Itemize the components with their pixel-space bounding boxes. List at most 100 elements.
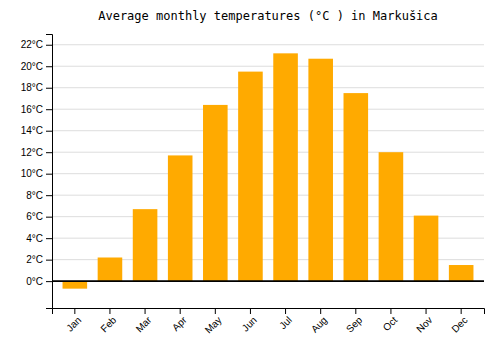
x-tick: Oct xyxy=(381,308,400,333)
y-tick-mark xyxy=(46,217,52,218)
y-tick-label: 14°C xyxy=(21,125,43,136)
title: Average monthly temperatures (°C ) in Ma… xyxy=(98,9,438,23)
y-tick-label: 8°C xyxy=(26,190,43,201)
grid-line xyxy=(52,87,484,88)
x-tick: Jul xyxy=(277,308,294,331)
grid-line xyxy=(52,44,484,45)
x-tick: Feb xyxy=(98,308,118,334)
bar xyxy=(98,257,123,281)
x-tick-label: Jul xyxy=(277,314,294,331)
y-tick-label: 4°C xyxy=(26,233,43,244)
y-tick: 12°C xyxy=(21,147,52,158)
y-tick: 22°C xyxy=(21,39,52,50)
bar xyxy=(379,152,404,281)
x-tick: Apr xyxy=(170,308,189,333)
grid-line xyxy=(52,109,484,110)
x-tick: Jun xyxy=(240,308,259,334)
y-axis-line xyxy=(46,35,53,309)
grid-line xyxy=(52,66,484,67)
grid-line xyxy=(52,173,484,174)
y-tick-mark xyxy=(46,88,52,89)
x-tick-label: Jan xyxy=(64,314,83,333)
y-tick: 10°C xyxy=(21,168,52,179)
y-tick-mark xyxy=(46,195,52,196)
x-tick-label: Aug xyxy=(309,314,329,334)
bar xyxy=(133,209,158,281)
x-tick-mark xyxy=(145,308,146,314)
y-tick-mark xyxy=(46,281,52,282)
bar xyxy=(308,59,333,281)
bar xyxy=(238,72,263,282)
y-tick: 2°C xyxy=(26,254,52,265)
y-tick-label: 20°C xyxy=(21,61,43,72)
grid xyxy=(52,45,484,281)
zero-line xyxy=(52,280,484,282)
x-tick-mark xyxy=(74,308,75,314)
x-tick-label: May xyxy=(203,314,224,335)
x-tick: Aug xyxy=(309,308,329,335)
y-tick-label: 16°C xyxy=(21,104,43,115)
y-tick-mark xyxy=(46,131,52,132)
y-tick-mark xyxy=(46,260,52,261)
x-tick-mark xyxy=(250,308,251,314)
y-tick: 0°C xyxy=(26,276,52,287)
grid-line xyxy=(52,130,484,131)
y-tick-label: 6°C xyxy=(26,211,43,222)
x-tick: Dec xyxy=(449,308,469,335)
y-tick-mark xyxy=(46,109,52,110)
x-tick-label: Feb xyxy=(98,314,118,334)
y-tick: 8°C xyxy=(26,190,52,201)
bar xyxy=(273,53,298,281)
x-tick-label: Mar xyxy=(134,314,154,334)
bar xyxy=(449,265,474,281)
y-tick-mark xyxy=(46,174,52,175)
x-tick-label: Nov xyxy=(414,314,434,334)
y-tick-label: 18°C xyxy=(21,82,43,93)
x-tick-mark xyxy=(215,308,216,314)
plot: 0°C 2°C 4°C 6°C 8°C 10°C 12°C 14°C 16°C 18°C 20°C 2… xyxy=(21,35,485,336)
y-tick-label: 0°C xyxy=(26,276,43,287)
x-tick: May xyxy=(203,308,224,336)
grid-line xyxy=(52,152,484,153)
y-tick: 18°C xyxy=(21,82,52,93)
x-tick-mark xyxy=(109,308,110,314)
bar xyxy=(414,216,439,282)
y-tick: 4°C xyxy=(26,233,52,244)
bar xyxy=(63,281,88,289)
x-tick-mark xyxy=(355,308,356,314)
bars xyxy=(63,53,474,288)
grid-line xyxy=(52,195,484,196)
y-tick: 14°C xyxy=(21,125,52,136)
x-tick-label: Sep xyxy=(344,314,365,335)
y-tick: 20°C xyxy=(21,61,52,72)
x-tick: Mar xyxy=(134,308,154,334)
y-axis: 0°C 2°C 4°C 6°C 8°C 10°C 12°C 14°C 16°C 18°C 20°C 2… xyxy=(21,35,53,309)
y-tick-mark xyxy=(46,152,52,153)
x-tick-mark xyxy=(426,308,427,314)
x-tick-mark xyxy=(461,308,462,314)
bar xyxy=(344,93,369,281)
x-tick-label: Oct xyxy=(381,314,400,333)
grid-line xyxy=(52,281,484,282)
x-tick-label: Dec xyxy=(449,314,469,334)
x-tick: Nov xyxy=(414,308,434,335)
x-tick-mark xyxy=(320,308,321,314)
x-axis-line xyxy=(53,309,485,315)
x-tick-mark xyxy=(285,308,286,314)
x-tick-label: Apr xyxy=(170,314,189,333)
x-tick-mark xyxy=(180,308,181,314)
bar xyxy=(168,155,193,281)
y-tick-label: 2°C xyxy=(26,254,43,265)
x-tick: Jan xyxy=(64,308,83,334)
chart: 0°C 2°C 4°C 6°C 8°C 10°C 12°C 14°C 16°C 18°C 20°C 2… xyxy=(0,0,500,350)
y-tick-mark xyxy=(46,45,52,46)
x-tick: Sep xyxy=(344,308,365,335)
y-tick: 6°C xyxy=(26,211,52,222)
bar xyxy=(203,105,228,281)
y-tick-label: 22°C xyxy=(21,39,43,50)
y-tick: 16°C xyxy=(21,104,52,115)
x-tick-label: Jun xyxy=(240,314,259,333)
x-axis: Jan Feb Mar Apr May Jun Jul Aug Sep Oct Nov Dec xyxy=(53,308,485,336)
y-tick-label: 10°C xyxy=(21,168,43,179)
x-tick-mark xyxy=(390,308,391,314)
